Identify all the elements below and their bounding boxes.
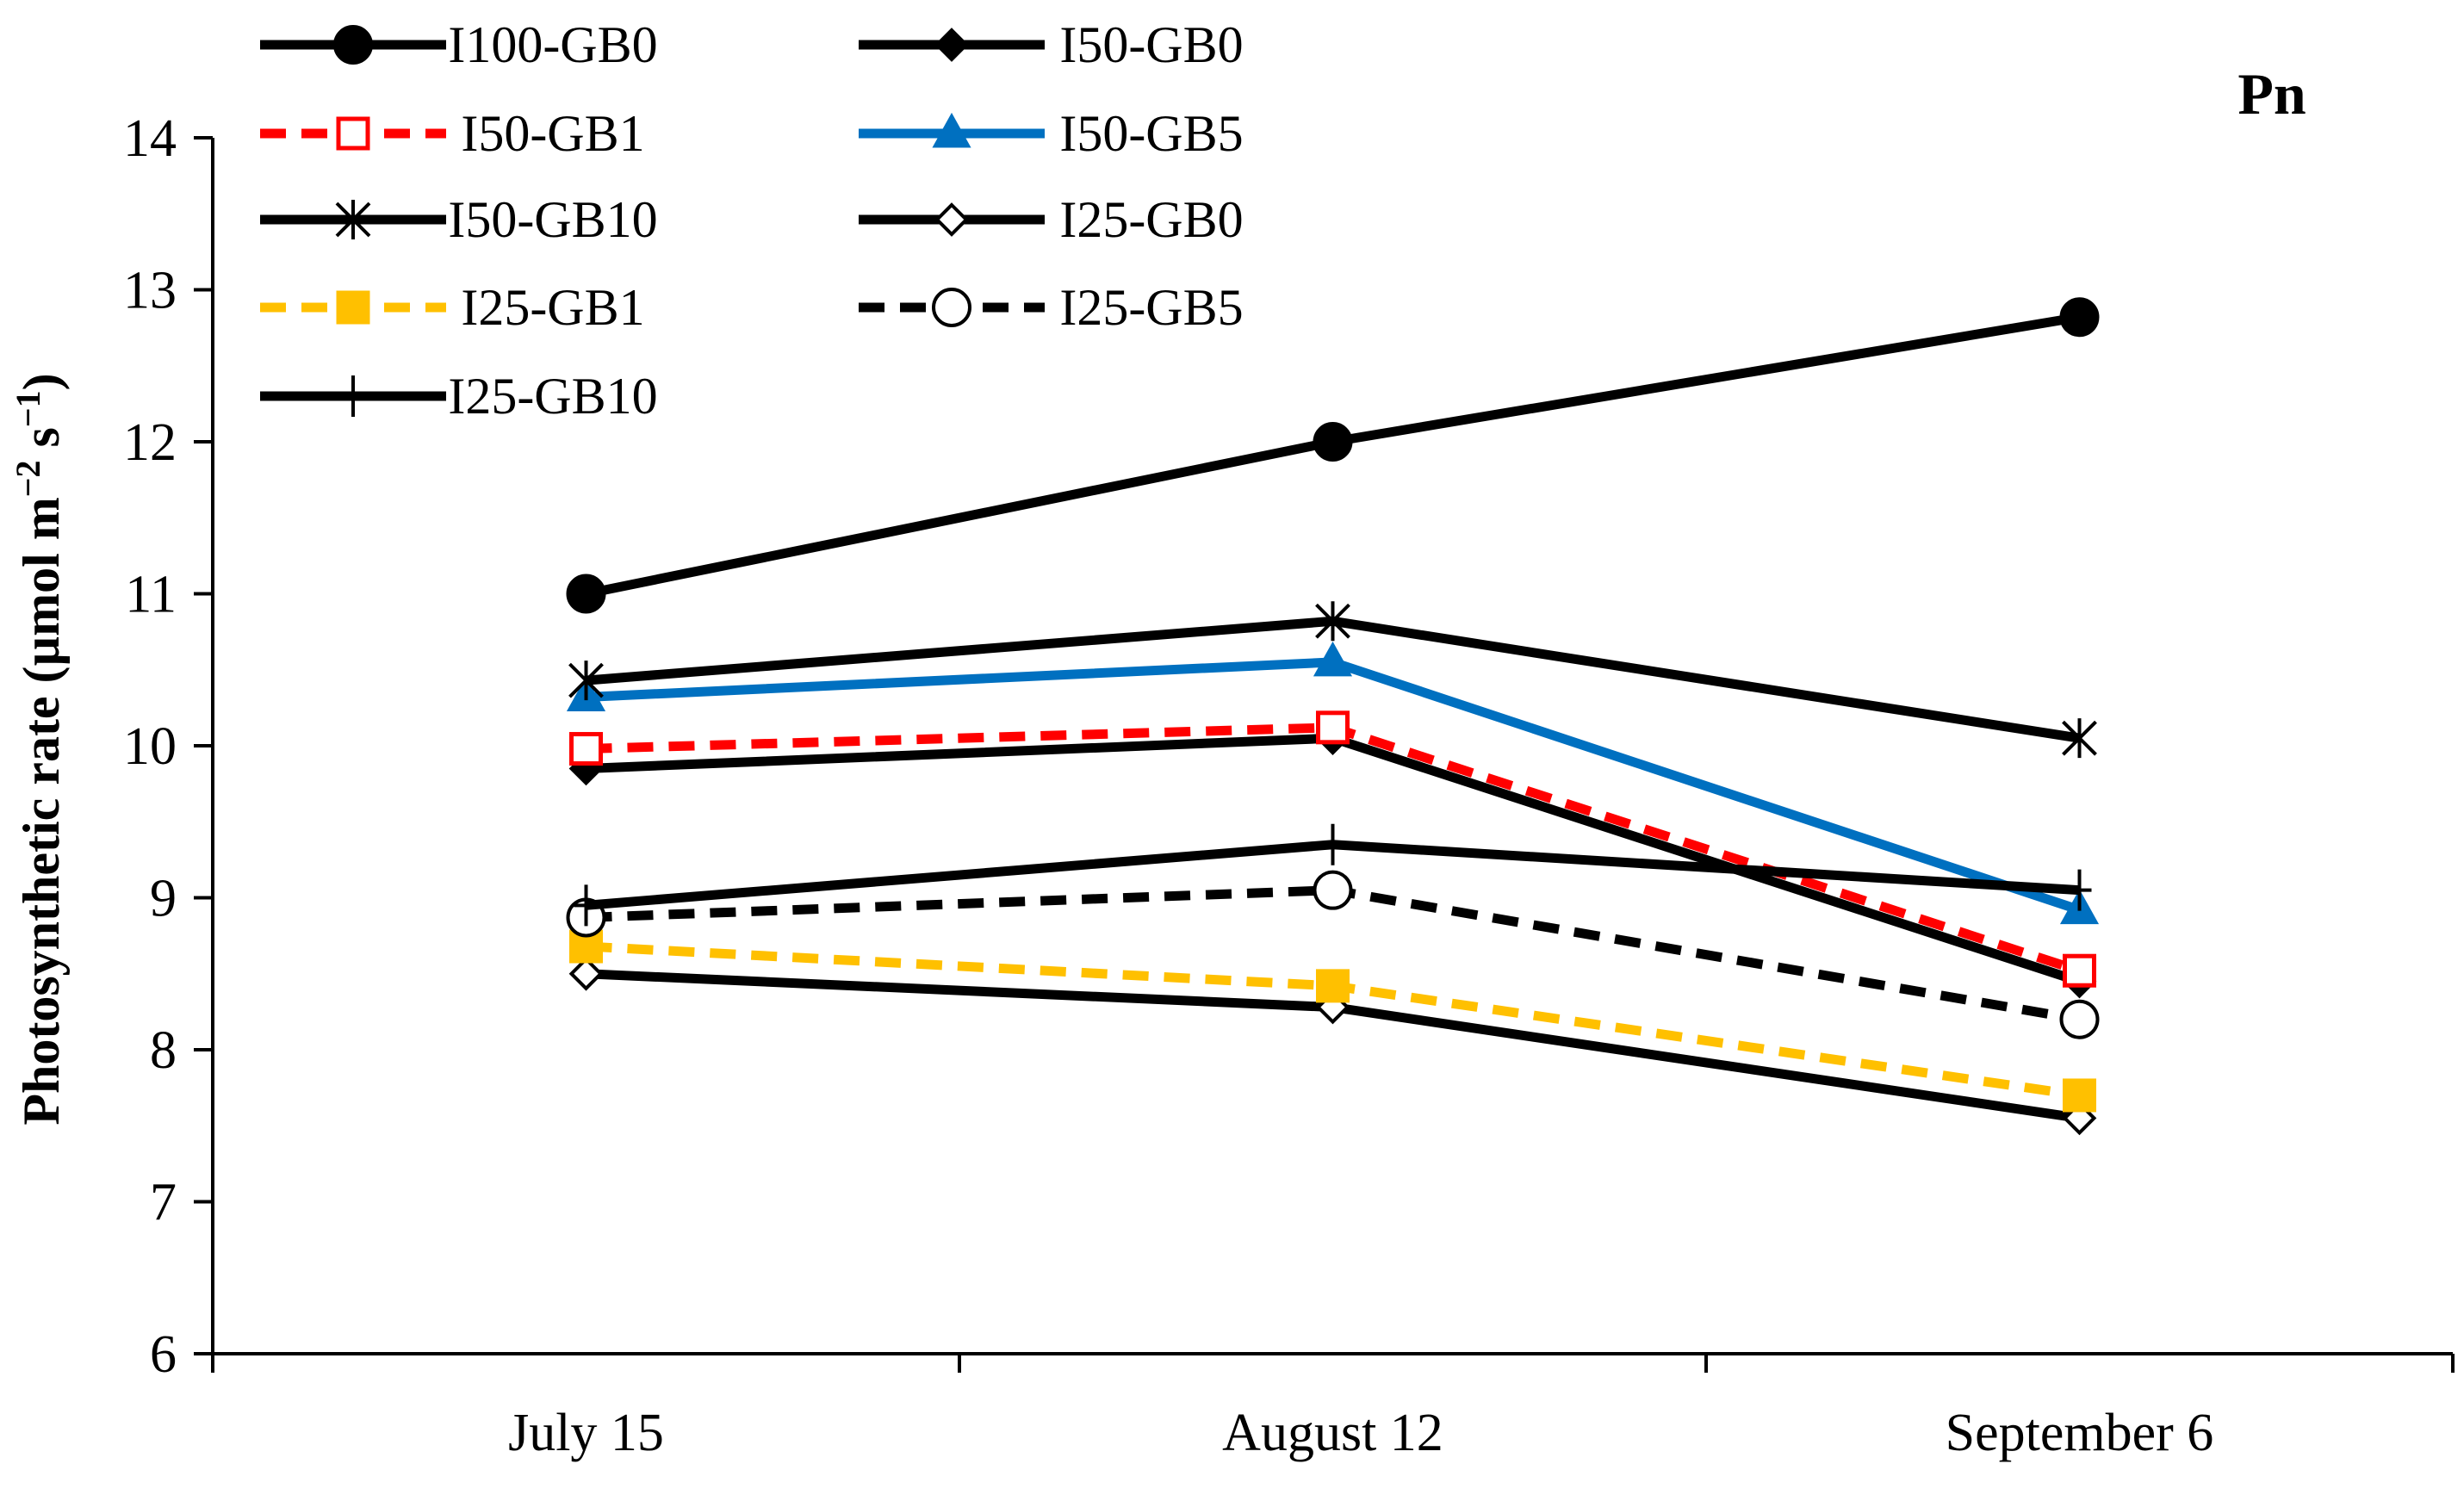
data-point-i50-gb10 — [568, 661, 604, 701]
y-tick-label: 13 — [123, 262, 177, 320]
y-tick-label: 10 — [123, 717, 177, 776]
y-tick-label: 11 — [125, 566, 177, 624]
legend-marker-i50-gb10 — [335, 200, 371, 239]
legend-item-i25-gb0: I25-GB0 — [859, 191, 1244, 248]
legend-item-i100-gb0: I100-GB0 — [260, 16, 658, 73]
data-point-i25-gb1 — [1316, 969, 1350, 1003]
data-point-i25-gb5 — [2059, 999, 2100, 1039]
y-axis-label: Photosynthetic rate (µmol m−2 s−1) — [9, 373, 70, 1125]
legend-item-i25-gb10: I25-GB10 — [260, 368, 658, 425]
legend-label-i100-gb0: I100-GB0 — [448, 16, 657, 73]
legend-marker-i25-gb5 — [932, 288, 971, 327]
data-point-i25-gb1 — [2063, 1078, 2096, 1113]
data-point-i100-gb0 — [566, 574, 606, 614]
series-i50-gb5 — [566, 641, 2100, 925]
series-i25-gb1 — [569, 929, 2096, 1113]
legend-label-i50-gb0: I50-GB0 — [1059, 16, 1243, 73]
y-tick-label: 8 — [150, 1021, 177, 1080]
data-point-i100-gb0 — [2059, 297, 2100, 338]
series-i50-gb10 — [568, 601, 2097, 759]
panel-label: Pn — [2237, 61, 2306, 127]
legend: I100-GB0 I50-GB0 I50-GB1 I50-GB5 I50-GB10 I25… — [260, 16, 1244, 425]
data-point-i50-gb10 — [2062, 718, 2097, 759]
legend-item-i50-gb1: I50-GB1 — [260, 105, 645, 162]
data-point-i100-gb0 — [1313, 422, 1353, 462]
legend-marker-i25-gb1 — [336, 290, 370, 325]
series-i100-gb0 — [566, 297, 2100, 614]
legend-label-i50-gb10: I50-GB10 — [448, 191, 657, 248]
y-tick-label: 14 — [123, 109, 177, 168]
legend-marker-i100-gb0 — [333, 25, 373, 65]
y-axis-label-mid: s — [13, 427, 70, 460]
x-tick-labels: July 15 August 12 September 6 — [508, 1404, 2213, 1462]
data-point-i50-gb5 — [1313, 641, 1353, 677]
legend-label-i25-gb10: I25-GB10 — [448, 368, 657, 425]
series-i50-gb1 — [569, 710, 2096, 988]
legend-marker-i50-gb5 — [932, 112, 971, 148]
legend-item-i50-gb0: I50-GB0 — [859, 16, 1244, 73]
data-point-i50-gb1 — [569, 732, 603, 766]
series-i25-gb5 — [566, 870, 2100, 1039]
legend-item-i25-gb5: I25-GB5 — [859, 279, 1244, 336]
y-axis-label-main: Photosynthetic rate (µmol m — [13, 497, 70, 1125]
legend-item-i50-gb10: I50-GB10 — [260, 191, 658, 248]
y-axis-label-exp1: −2 — [9, 460, 47, 497]
legend-label-i25-gb5: I25-GB5 — [1059, 279, 1243, 336]
data-point-i25-gb10 — [574, 884, 599, 927]
data-point-i50-gb1 — [1316, 710, 1350, 745]
y-axis-label-end: ) — [13, 373, 70, 390]
legend-marker-i25-gb10 — [341, 375, 365, 417]
series-layer — [566, 297, 2100, 1136]
x-tick-label: July 15 — [508, 1404, 664, 1462]
data-point-i50-gb10 — [1315, 601, 1350, 642]
data-point-i25-gb5 — [1313, 870, 1353, 910]
y-tick-label: 9 — [150, 870, 177, 928]
y-tick-label: 12 — [123, 413, 177, 472]
data-point-i50-gb1 — [2063, 953, 2096, 988]
x-tick-label: September 6 — [1946, 1404, 2214, 1462]
y-tick-labels: 6 7 8 9 10 11 12 13 14 — [123, 109, 177, 1384]
x-tick-label: August 12 — [1222, 1404, 1443, 1462]
axes — [194, 136, 2455, 1373]
y-axis-label-exp2: −1 — [9, 390, 47, 427]
legend-item-i25-gb1: I25-GB1 — [260, 279, 645, 336]
legend-label-i25-gb0: I25-GB0 — [1059, 191, 1243, 248]
legend-marker-i50-gb0 — [934, 28, 969, 62]
legend-marker-i25-gb0 — [934, 202, 969, 237]
y-tick-label: 6 — [150, 1325, 177, 1384]
legend-label-i50-gb5: I50-GB5 — [1059, 105, 1243, 162]
legend-item-i50-gb5: I50-GB5 — [859, 105, 1244, 162]
data-point-i25-gb0 — [568, 956, 604, 991]
legend-label-i25-gb1: I25-GB1 — [461, 279, 644, 336]
series-i25-gb10 — [574, 823, 2092, 927]
data-point-i25-gb10 — [2067, 869, 2092, 911]
legend-marker-i50-gb1 — [336, 116, 370, 151]
legend-label-i50-gb1: I50-GB1 — [461, 105, 644, 162]
y-tick-label: 7 — [150, 1174, 177, 1232]
data-point-i25-gb10 — [1320, 823, 1345, 865]
